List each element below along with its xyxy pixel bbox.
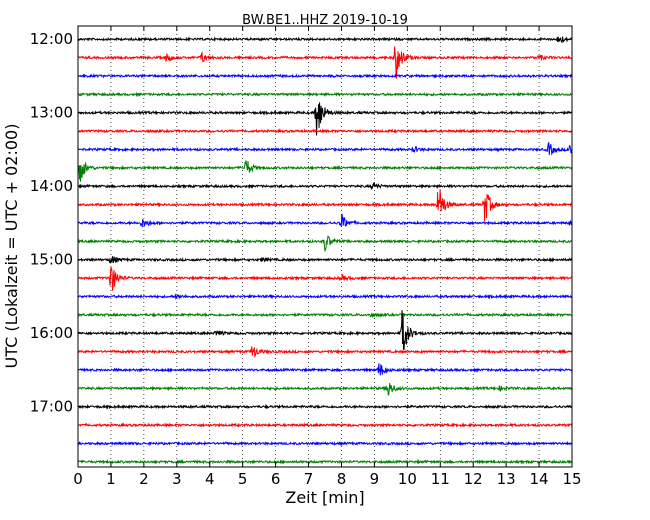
trace-1515 [78, 267, 572, 291]
trace-1330 [78, 141, 572, 156]
x-tick-label: 11 [431, 470, 450, 488]
x-tick-label: 1 [106, 470, 116, 488]
y-tick-label: 12:00 [30, 30, 73, 48]
x-tick-label: 3 [172, 470, 182, 488]
trace-1315 [78, 128, 572, 134]
x-tick-label: 6 [271, 470, 281, 488]
x-tick-label: 8 [337, 470, 347, 488]
trace-1345 [78, 160, 572, 182]
x-axis: 0 1 2 3 4 5 6 7 8 9 10 11 12 13 14 15 [73, 26, 582, 488]
x-tick-label: 5 [238, 470, 248, 488]
y-tick-label: 17:00 [30, 398, 73, 416]
trace-1215 [78, 46, 572, 79]
y-tick-label: 14:00 [30, 177, 73, 195]
trace-1730 [78, 440, 572, 447]
x-tick-label: 9 [370, 470, 380, 488]
trace-1545 [78, 311, 572, 319]
x-tick-label: 10 [398, 470, 417, 488]
trace-1300 [78, 102, 572, 136]
y-tick-label: 13:00 [30, 104, 73, 122]
trace-1645 [78, 382, 572, 396]
trace-1430 [78, 213, 572, 228]
x-tick-label: 2 [139, 470, 149, 488]
y-tick-label: 16:00 [30, 324, 73, 342]
trace-1400 [78, 181, 572, 191]
trace-1500 [78, 256, 572, 264]
x-axis-label: Zeit [min] [285, 488, 364, 507]
trace-1615 [78, 346, 572, 359]
traces [78, 36, 572, 465]
x-tick-label: 13 [497, 470, 516, 488]
x-tick-label: 15 [562, 470, 581, 488]
grid [110, 26, 540, 467]
trace-1415 [78, 189, 572, 222]
trace-1445 [78, 235, 572, 253]
trace-1200 [78, 36, 572, 43]
x-tick-label: 4 [205, 470, 215, 488]
y-axis: 12:00 13:00 14:00 15:00 16:00 17:00 [30, 30, 572, 416]
x-tick-label: 14 [530, 470, 549, 488]
y-axis-label: UTC (Lokalzeit = UTC + 02:00) [2, 124, 21, 369]
trace-1700 [78, 403, 572, 410]
trace-1530 [78, 292, 572, 301]
x-tick-label: 12 [464, 470, 483, 488]
trace-1715 [78, 422, 572, 428]
trace-1745 [78, 458, 572, 465]
trace-1600 [78, 310, 572, 350]
y-tick-label: 15:00 [30, 251, 73, 269]
trace-1245 [78, 91, 572, 98]
x-tick-label: 7 [304, 470, 314, 488]
trace-1230 [78, 73, 572, 79]
plot-frame [77, 25, 573, 468]
x-tick-label: 0 [73, 470, 83, 488]
chart-title: BW.BE1..HHZ 2019-10-19 [242, 13, 408, 28]
trace-1630 [78, 363, 572, 376]
